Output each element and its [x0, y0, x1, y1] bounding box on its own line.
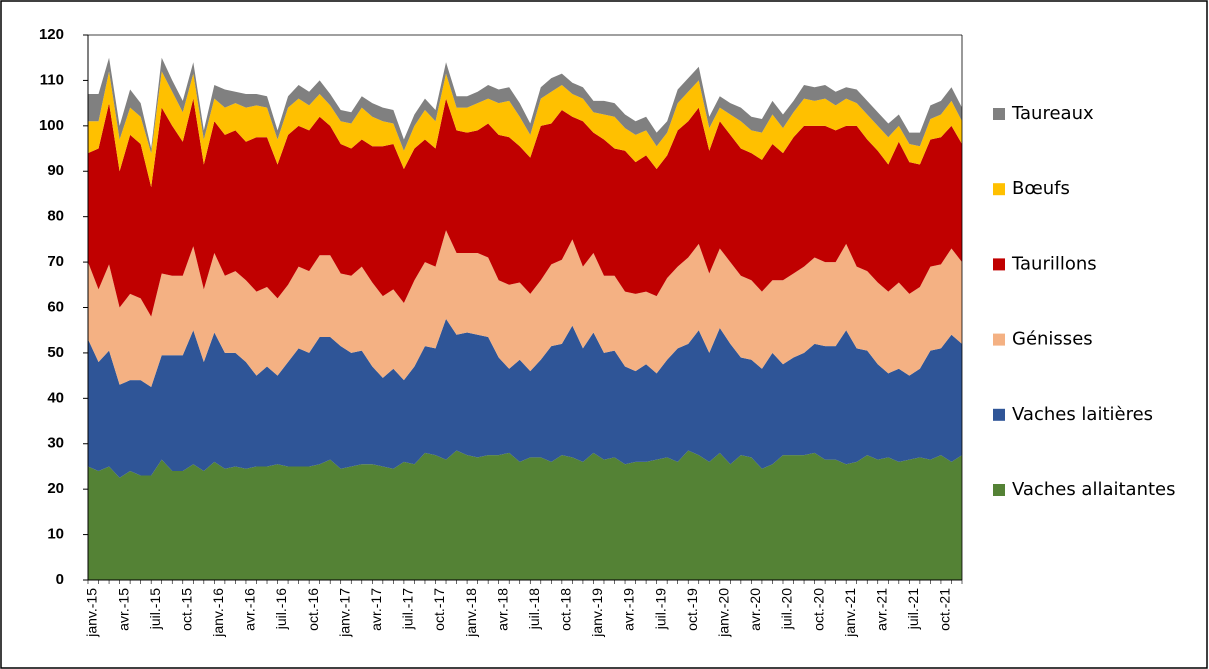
x-tick-label: oct.-21 — [937, 588, 953, 631]
y-tick-label: 80 — [47, 208, 64, 225]
x-tick-label: avr.-17 — [368, 588, 384, 631]
y-tick-label: 50 — [47, 344, 64, 361]
x-tick-label: janv.-19 — [589, 588, 605, 638]
x-tick-label: janv.-17 — [336, 588, 352, 638]
x-tick-label: juil.-20 — [779, 588, 795, 630]
y-tick-label: 0 — [56, 571, 64, 588]
area — [88, 450, 962, 580]
x-tick-label: janv.-15 — [84, 588, 100, 638]
x-tick-label: janv.-16 — [210, 588, 226, 638]
x-tick-label: avr.-15 — [115, 588, 131, 631]
legend-label: Taureaux — [1011, 103, 1094, 124]
x-tick-label: oct.-20 — [810, 588, 826, 631]
y-tick-label: 10 — [47, 526, 64, 543]
y-tick-label: 120 — [39, 26, 64, 43]
x-tick-label: avr.-16 — [242, 588, 258, 631]
x-tick-label: oct.-16 — [305, 588, 321, 631]
legend-swatch — [993, 408, 1005, 421]
y-tick-label: 20 — [47, 480, 64, 497]
y-tick-label: 60 — [47, 298, 64, 315]
x-tick-label: janv.-20 — [716, 588, 732, 638]
area — [88, 230, 962, 387]
y-tick-label: 110 — [40, 71, 64, 88]
x-tick-label: juil.-21 — [905, 588, 921, 630]
x-tick-label: avr.-18 — [494, 588, 510, 631]
legend-swatch — [993, 183, 1005, 196]
y-tick-label: 70 — [47, 253, 64, 270]
legend-label: Vaches allaitantes — [1012, 479, 1176, 500]
legend-label: Génisses — [1012, 329, 1093, 350]
legend-label: Taurillons — [1011, 253, 1097, 274]
x-tick-label: oct.-18 — [558, 588, 574, 631]
x-tick-label: juil.-15 — [147, 588, 163, 630]
area — [88, 57, 962, 154]
x-tick-label: janv.-21 — [842, 588, 858, 638]
y-tick-label: 40 — [47, 389, 64, 406]
legend-label: Vaches laitières — [1012, 404, 1153, 425]
y-tick-label: 90 — [47, 162, 64, 179]
x-tick-label: juil.-17 — [400, 588, 416, 630]
area — [88, 318, 962, 478]
x-tick-label: avr.-19 — [621, 588, 637, 631]
x-tick-label: oct.-15 — [178, 588, 194, 631]
y-tick-label: 30 — [47, 435, 64, 452]
legend-swatch — [993, 108, 1005, 120]
x-tick-label: oct.-17 — [431, 588, 447, 631]
x-tick-label: juil.-18 — [526, 588, 542, 630]
area — [88, 98, 962, 317]
x-tick-label: juil.-16 — [273, 588, 289, 630]
x-tick-label: juil.-19 — [652, 588, 668, 630]
legend-label: Bœufs — [1012, 178, 1070, 199]
x-tick-label: janv.-18 — [463, 588, 479, 638]
x-tick-label: avr.-21 — [873, 588, 889, 631]
legend-swatch — [993, 484, 1005, 496]
legend-swatch — [993, 333, 1005, 346]
x-tick-label: oct.-19 — [684, 588, 700, 631]
x-tick-label: avr.-20 — [747, 588, 763, 631]
legend-swatch — [993, 258, 1005, 271]
y-tick-label: 100 — [39, 117, 64, 134]
area — [88, 71, 962, 188]
